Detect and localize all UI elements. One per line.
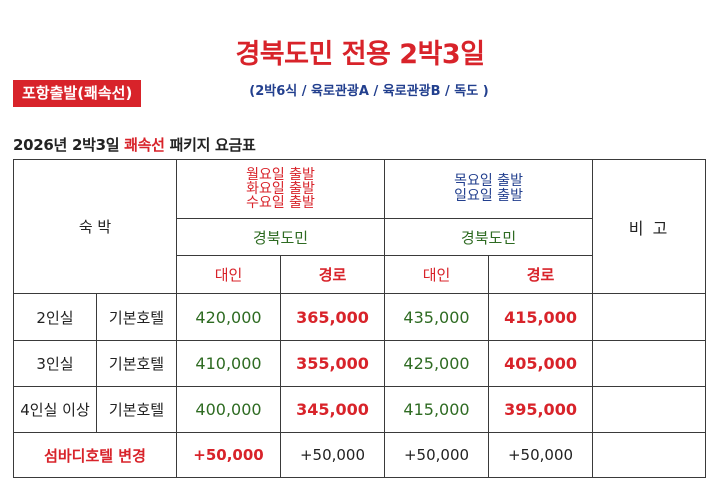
resident-header-a: 경북도민 [175, 218, 386, 256]
upgrade-row: 섬바디호텔 변경 +50,000 +50,000 +50,000 +50,000 [13, 432, 707, 478]
price-adult-a: 400,000 [176, 386, 281, 433]
departure-day: 일요일 출발 [454, 188, 523, 204]
senior-header-b: 경로 [488, 255, 594, 294]
remark-cell [592, 340, 707, 387]
price-adult-a: 420,000 [176, 293, 281, 341]
departure-days-b: 목요일 출발 일요일 출발 [384, 159, 594, 219]
departure-days-a: 월요일 출발 화요일 출발 수요일 출발 [175, 159, 386, 219]
adult-header-a: 대인 [176, 255, 281, 294]
resident-header-b: 경북도민 [384, 218, 594, 256]
departure-day: 목요일 출발 [454, 173, 523, 189]
price-senior-b: 405,000 [488, 340, 594, 387]
table-title-suffix: 패키지 요금표 [164, 136, 256, 154]
page-subtitle: (2박6식 / 육로관광A / 육로관광B / 독도 ) [249, 84, 489, 99]
room-type: 3인실 [13, 340, 97, 387]
room-type: 4인실 이상 [13, 386, 97, 433]
room-type: 2인실 [13, 293, 97, 341]
senior-header-a: 경로 [279, 255, 386, 294]
departure-day: 월요일 출발 [246, 167, 315, 183]
adult-header-b: 대인 [384, 255, 490, 294]
price-adult-a: 410,000 [176, 340, 281, 387]
lodging-header: 숙 박 [13, 159, 177, 294]
upgrade-adult-a: +50,000 [176, 432, 281, 478]
price-adult-b: 425,000 [384, 340, 490, 387]
price-adult-b: 435,000 [384, 293, 490, 341]
departure-day: 화요일 출발 [246, 181, 315, 197]
price-senior-a: 365,000 [279, 293, 386, 341]
upgrade-senior-a: +50,000 [279, 432, 386, 478]
remarks-header: 비 고 [592, 159, 707, 294]
upgrade-senior-b: +50,000 [488, 432, 594, 478]
remark-cell [592, 386, 707, 433]
remark-cell [592, 293, 707, 341]
upgrade-adult-b: +50,000 [384, 432, 490, 478]
table-title: 2026년 2박3일 쾌속선 패키지 요금표 [13, 134, 256, 155]
price-table: 숙 박 월요일 출발 화요일 출발 수요일 출발 목요일 출발 일요일 출발 비… [13, 159, 707, 478]
price-senior-b: 415,000 [488, 293, 594, 341]
table-row: 3인실 기본호텔 410,000 355,000 425,000 405,000 [13, 340, 707, 387]
hotel-type: 기본호텔 [96, 386, 177, 433]
hotel-type: 기본호텔 [96, 340, 177, 387]
price-adult-b: 415,000 [384, 386, 490, 433]
table-title-highlight: 쾌속선 [124, 136, 165, 154]
table-row: 2인실 기본호텔 420,000 365,000 435,000 415,000 [13, 293, 707, 341]
upgrade-label: 섬바디호텔 변경 [13, 432, 177, 478]
price-senior-a: 345,000 [279, 386, 386, 433]
page-title: 경북도민 전용 2박3일 [235, 39, 485, 70]
table-title-prefix: 2026년 2박3일 [13, 136, 125, 154]
table-row: 4인실 이상 기본호텔 400,000 345,000 415,000 395,… [13, 386, 707, 433]
price-senior-a: 355,000 [279, 340, 386, 387]
hotel-type: 기본호텔 [96, 293, 177, 341]
price-senior-b: 395,000 [488, 386, 594, 433]
departure-day: 수요일 출발 [246, 195, 315, 211]
departure-badge: 포항출발(쾌속선) [13, 80, 142, 107]
remark-cell [592, 432, 707, 478]
